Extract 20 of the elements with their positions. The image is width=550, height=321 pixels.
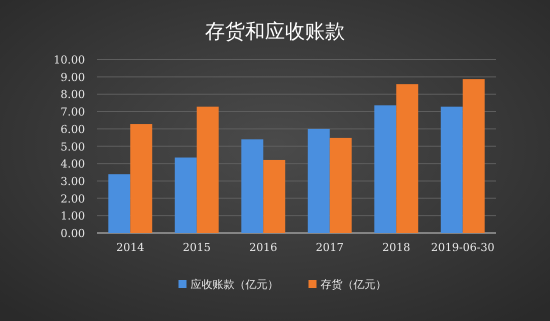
chart-title: 存货和应收账款 xyxy=(205,19,345,43)
x-tick-label: 2015 xyxy=(182,241,211,254)
y-tick-label: 3.00 xyxy=(60,174,85,188)
x-tick-label: 2016 xyxy=(249,241,278,254)
y-tick-label: 7.00 xyxy=(60,106,85,119)
y-tick-label: 9.00 xyxy=(60,70,85,84)
y-tick-label: 10.00 xyxy=(54,54,85,66)
y-tick-label: 8.00 xyxy=(60,88,85,102)
y-tick-label: 2.00 xyxy=(60,192,85,206)
x-tick-label: 2018 xyxy=(382,241,410,254)
legend-label: 应收账款（亿元） xyxy=(190,278,278,291)
x-tick-label: 2017 xyxy=(316,241,344,254)
y-tick-label: 6.00 xyxy=(60,122,85,136)
y-tick-label: 0.00 xyxy=(60,227,85,240)
y-tick-label: 4.00 xyxy=(60,158,85,171)
x-tick-label: 2014 xyxy=(116,241,144,254)
y-tick-label: 1.00 xyxy=(60,210,85,223)
x-tick-label: 2019-06-30 xyxy=(431,241,494,254)
y-tick-label: 5.00 xyxy=(60,140,85,154)
legend-label: 存货（亿元） xyxy=(320,278,386,291)
